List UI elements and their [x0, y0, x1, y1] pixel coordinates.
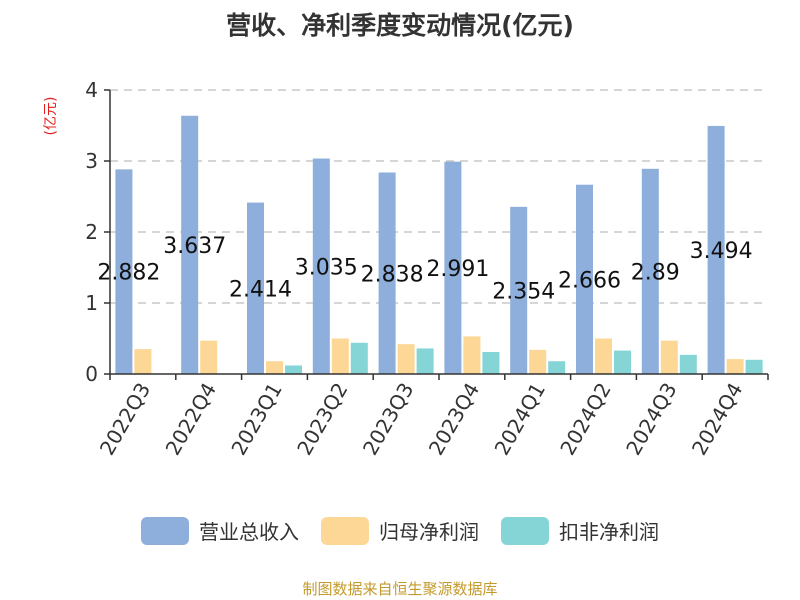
y-tick-label: 2: [85, 220, 98, 244]
x-tick-label: 2024Q4: [687, 379, 747, 460]
bars: [115, 115, 763, 375]
x-tick-label: 2024Q3: [621, 379, 681, 460]
bar: [266, 361, 283, 374]
bar: [397, 344, 415, 374]
bar: [444, 161, 462, 374]
legend-swatch: [501, 516, 549, 545]
y-axis-unit-label: (亿元): [43, 97, 59, 136]
data-label: 2.89: [631, 260, 680, 285]
bar: [200, 340, 218, 374]
bar: [745, 359, 763, 374]
data-label: 2.991: [426, 257, 489, 282]
bar: [463, 336, 481, 374]
x-tick-label: 2024Q2: [555, 379, 615, 460]
bar: [285, 365, 302, 374]
legend-label: 归母净利润: [379, 520, 479, 544]
bar: [707, 125, 725, 375]
y-tick-label: 0: [85, 362, 98, 386]
bar: [134, 349, 152, 374]
bar: [548, 361, 566, 374]
x-tick-label: 2023Q4: [424, 379, 484, 460]
data-label: 3.035: [295, 255, 358, 280]
legend-item[interactable]: 归母净利润: [321, 516, 479, 545]
bar: [595, 338, 612, 374]
legend-item[interactable]: 营业总收入: [141, 516, 299, 545]
bar: [679, 354, 697, 374]
legend-item[interactable]: 扣非净利润: [501, 516, 659, 545]
bar: [331, 338, 349, 374]
legend-label: 扣非净利润: [559, 520, 659, 544]
x-tick-label: 2022Q3: [95, 379, 155, 460]
bar: [660, 340, 678, 374]
bar: [482, 351, 500, 374]
legend-swatch: [141, 516, 189, 545]
y-tick-label: 3: [85, 149, 98, 173]
legend-label: 营业总收入: [199, 520, 299, 544]
data-label: 2.838: [361, 262, 424, 287]
bar: [529, 349, 547, 374]
x-tick-label: 2023Q2: [292, 379, 352, 460]
bar: [115, 169, 133, 374]
x-tick-label: 2024Q1: [490, 379, 550, 460]
y-tick-label: 1: [85, 291, 98, 315]
data-label: 2.882: [97, 261, 160, 286]
bar: [726, 359, 744, 374]
bar: [641, 168, 659, 374]
data-label: 2.666: [558, 268, 621, 293]
data-label: 3.494: [690, 239, 753, 264]
bar: [378, 172, 396, 374]
data-label: 3.637: [163, 234, 226, 259]
bar: [181, 115, 199, 374]
x-tick-label: 2022Q4: [161, 379, 221, 460]
bar: [312, 158, 330, 374]
x-tick-label: 2023Q3: [358, 379, 418, 460]
legend-swatch: [321, 516, 369, 545]
x-tick-label: 2023Q1: [226, 379, 286, 460]
bar: [350, 342, 368, 374]
legend: 营业总收入 归母净利润 扣非净利润: [0, 516, 800, 545]
bar: [614, 350, 631, 374]
bar: [576, 184, 593, 374]
data-label: 2.354: [492, 279, 555, 304]
data-label: 2.414: [229, 277, 292, 302]
y-tick-label: 4: [85, 78, 98, 102]
bar: [510, 206, 528, 374]
source-note: 制图数据来自恒生聚源数据库: [302, 580, 498, 598]
chart-title: 营收、净利季度变动情况(亿元): [226, 11, 574, 40]
bar: [247, 202, 264, 374]
bar: [416, 348, 434, 374]
